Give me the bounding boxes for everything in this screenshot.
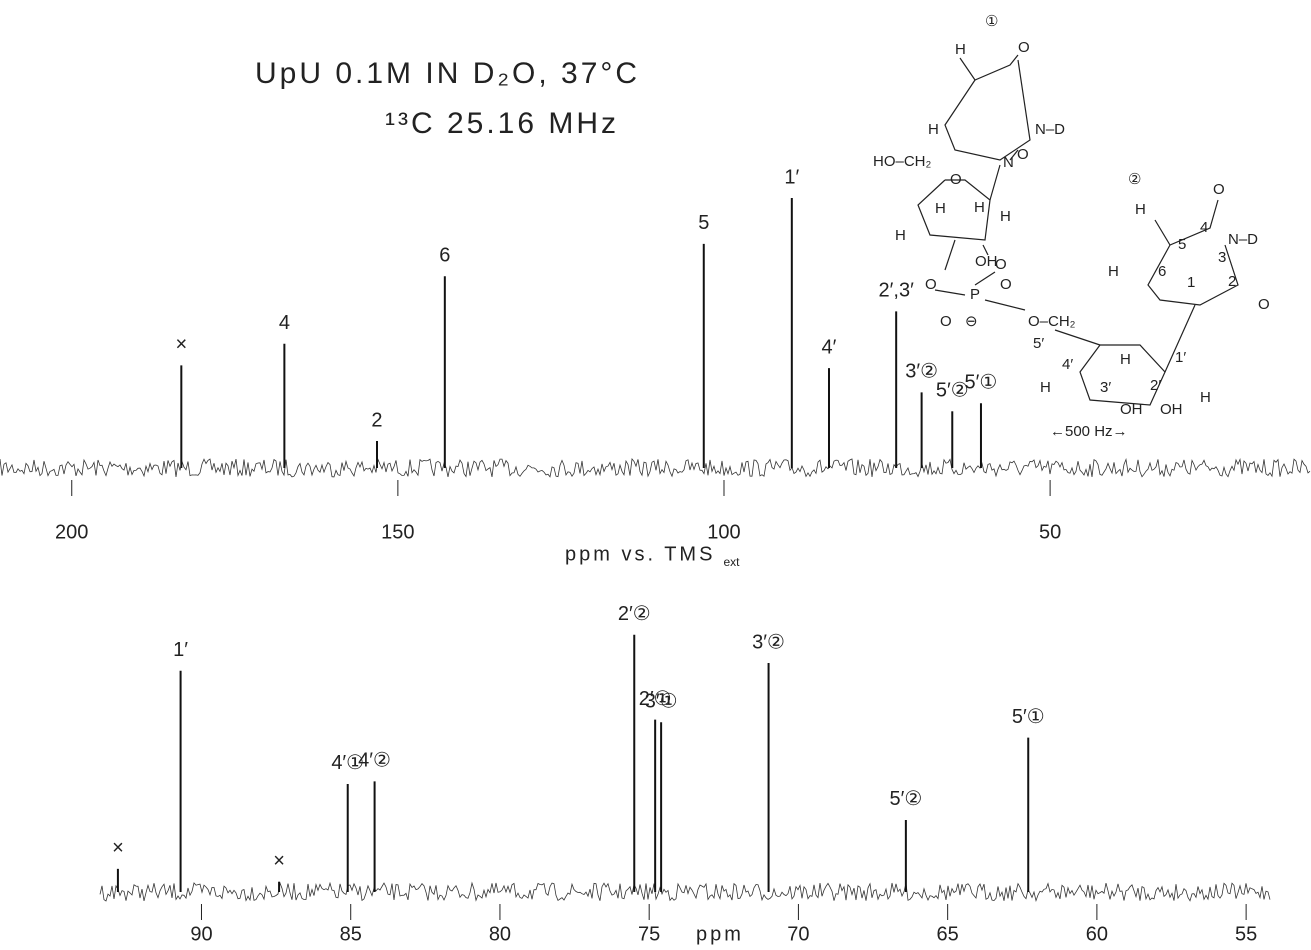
peak-label: 5′② xyxy=(889,788,922,810)
title: UpU 0.1M IN D₂O, 37°C xyxy=(255,57,640,90)
peak-label: × xyxy=(112,837,124,859)
atom-label: H xyxy=(955,41,966,58)
x-axis-label: ppm vs. TMS xyxy=(565,543,715,565)
atom-label: O xyxy=(1258,296,1270,313)
peak-label: 4′② xyxy=(358,750,391,772)
peak-label: 4 xyxy=(279,312,290,334)
atom-label: ⊖ xyxy=(965,313,978,330)
x-tick-label: 60 xyxy=(1086,923,1108,945)
x-tick-label: 55 xyxy=(1235,923,1257,945)
atom-label: O xyxy=(950,171,962,188)
atom-label: H xyxy=(1108,263,1119,280)
noise xyxy=(0,458,1311,478)
peak-label: × xyxy=(273,850,285,872)
peak-label: 5 xyxy=(698,212,709,234)
atom-label: O xyxy=(1000,276,1012,293)
atom-label: 4′ xyxy=(1062,356,1073,373)
atom-label: H xyxy=(928,121,939,138)
noise xyxy=(99,881,1271,903)
structure-bonds xyxy=(917,54,1239,406)
atom-label: 3′ xyxy=(1100,379,1111,396)
peak-label: 5′① xyxy=(965,371,998,393)
atom-label: H xyxy=(974,199,985,216)
atom-label: O xyxy=(995,256,1007,273)
peak-label: × xyxy=(175,334,187,356)
x-axis-label-sub: ext xyxy=(723,555,740,569)
atom-label: O xyxy=(940,313,952,330)
atom-label: N–D xyxy=(1228,231,1258,248)
peak-label: 5′① xyxy=(1012,706,1045,728)
atom-label: H xyxy=(935,200,946,217)
x-tick-label: 90 xyxy=(190,923,212,945)
atom-label: ① xyxy=(985,13,998,30)
peak-label: 4′ xyxy=(822,336,837,358)
peak-label: 2 xyxy=(371,409,382,431)
peak-label: 5′② xyxy=(936,380,969,402)
scale-bar: ←500 Hz→ xyxy=(1050,423,1128,440)
x-tick-label: 65 xyxy=(937,923,959,945)
atom-label: 1′ xyxy=(1175,349,1186,366)
atom-label: 4 xyxy=(1200,219,1208,236)
atom-label: H xyxy=(1040,379,1051,396)
atom-label: HO–CH₂ xyxy=(873,153,932,170)
atom-label: 3 xyxy=(1218,249,1226,266)
atom-label: 2′ xyxy=(1150,377,1161,394)
atom-label: 1 xyxy=(1187,274,1195,291)
x-tick-label: 85 xyxy=(340,923,362,945)
subtitle: ¹³C 25.16 MHz xyxy=(385,107,619,140)
atom-label: O xyxy=(1017,146,1029,163)
peak-label: 1′ xyxy=(173,639,188,661)
atom-label: OH xyxy=(975,253,998,270)
x-tick-label: 100 xyxy=(707,521,740,543)
peak-label: 4′① xyxy=(331,752,364,774)
atom-label: P xyxy=(970,286,980,303)
x-tick-label: 70 xyxy=(787,923,809,945)
x-tick-label: 75 xyxy=(638,923,660,945)
peak-label: 2′,3′ xyxy=(879,280,915,302)
atom-label: N xyxy=(1003,154,1014,171)
atom-label: 5′ xyxy=(1033,335,1044,352)
peak-label: 1′ xyxy=(784,166,799,188)
atom-label: ② xyxy=(1128,171,1141,188)
peak-label: 2′① xyxy=(639,688,672,710)
x-tick-label: 200 xyxy=(55,521,88,543)
x-tick-label: 50 xyxy=(1039,521,1061,543)
atom-label: H xyxy=(1200,389,1211,406)
atom-label: N–D xyxy=(1035,121,1065,138)
x-axis-label: ppm xyxy=(696,923,744,945)
atom-label: H xyxy=(1120,351,1131,368)
atom-label: 2 xyxy=(1228,273,1236,290)
atom-label: OH xyxy=(1120,401,1143,418)
atom-label: OH xyxy=(1160,401,1183,418)
atom-label: 6 xyxy=(1158,263,1166,280)
atom-label: H xyxy=(895,227,906,244)
peak-label: 3′② xyxy=(752,631,785,653)
atom-label: O xyxy=(1213,181,1225,198)
peak-label: 6 xyxy=(439,245,450,267)
atom-label: H xyxy=(1000,208,1011,225)
peak-label: 3′① xyxy=(645,690,678,712)
atom-label: O–CH₂ xyxy=(1028,313,1076,330)
x-tick-label: 150 xyxy=(381,521,414,543)
atom-label: O xyxy=(1018,39,1030,56)
atom-label: 5 xyxy=(1178,236,1186,253)
peak-label: 2′② xyxy=(618,603,651,625)
atom-label: O xyxy=(925,276,937,293)
x-tick-label: 80 xyxy=(489,923,511,945)
atom-label: H xyxy=(1135,201,1146,218)
peak-label: 3′② xyxy=(905,361,938,383)
